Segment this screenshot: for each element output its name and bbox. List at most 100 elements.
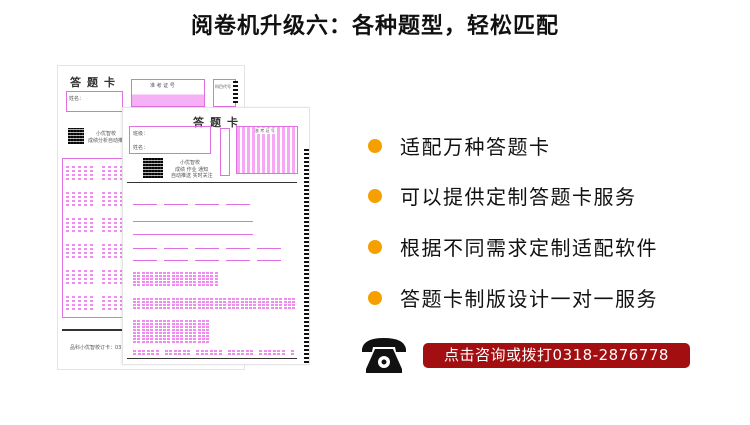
- answer-bubble: [171, 278, 175, 280]
- answer-bubble: [141, 275, 145, 277]
- answer-bubble: [78, 196, 81, 198]
- answer-bubble: [219, 307, 222, 309]
- answer-bubble: [244, 301, 248, 303]
- answer-bubble: [236, 350, 240, 352]
- answer-bubble: [197, 326, 201, 328]
- answer-bubble: [171, 335, 175, 337]
- answer-bubble: [102, 300, 105, 302]
- answer-bubble: [158, 281, 162, 283]
- answer-bubble: [102, 274, 105, 276]
- answer-bubble: [150, 338, 154, 340]
- answer-bubble: [154, 341, 158, 343]
- answer-bubble: [66, 218, 69, 220]
- answer-bubble: [72, 256, 75, 258]
- answer-bubble: [108, 304, 111, 306]
- answer-bubble: [146, 353, 150, 355]
- answer-bubble: [250, 353, 253, 355]
- answer-bubble: [184, 304, 188, 306]
- answer-bubble: [193, 284, 197, 286]
- answer-bubble: [102, 218, 105, 220]
- answer-bubble: [102, 166, 105, 168]
- answer-bubble: [120, 230, 123, 232]
- answer-bubble: [145, 281, 149, 283]
- answer-bubble: [66, 300, 69, 302]
- answer-bubble: [227, 301, 231, 303]
- answer-bubble: [176, 301, 179, 303]
- answer-bubble: [84, 174, 87, 176]
- answer-bubble: [84, 256, 87, 258]
- answer-bubble: [137, 341, 141, 343]
- answer-bubble: [133, 350, 136, 352]
- answer-bubble: [206, 323, 210, 325]
- answer-bubble: [171, 307, 175, 309]
- answer-bubble: [201, 335, 205, 337]
- answer-bubble: [266, 298, 270, 300]
- answer-bubble: [90, 218, 93, 220]
- answer-bubble: [120, 278, 123, 280]
- answer-bubble: [66, 256, 69, 258]
- answer-bubble: [180, 320, 184, 322]
- sheet-title: 答题卡: [193, 116, 244, 129]
- answer-bubble: [163, 278, 167, 280]
- answer-bubble: [171, 326, 175, 328]
- answer-bubble: [90, 252, 93, 254]
- answer-bubble: [188, 329, 192, 331]
- answer-bubble: [141, 284, 145, 286]
- answer-bubble: [283, 307, 287, 309]
- answer-bubble: [137, 272, 141, 274]
- answer-bubble: [154, 323, 158, 325]
- answer-bubble: [150, 275, 154, 277]
- answer-bubble: [137, 307, 141, 309]
- answer-bubble: [154, 304, 158, 306]
- answer-bubble: [249, 298, 253, 300]
- answer-bubble: [206, 338, 210, 340]
- answer-bubble: [184, 341, 188, 343]
- answer-bubble: [236, 304, 240, 306]
- answer-bubble: [114, 192, 117, 194]
- answer-bubble: [78, 222, 81, 224]
- answer-bubble: [176, 275, 179, 277]
- answer-bubble: [66, 200, 69, 202]
- answer-bubble: [154, 307, 158, 309]
- answer-bubble: [187, 350, 190, 352]
- answer-bubble: [182, 350, 186, 352]
- answer-bubble: [78, 178, 81, 180]
- answer-bubble: [108, 226, 111, 228]
- answer-bubble: [274, 304, 278, 306]
- answer-bubble: [108, 248, 111, 250]
- answer-bubble: [196, 353, 199, 355]
- answer-bubble: [154, 301, 158, 303]
- answer-bubble: [72, 178, 75, 180]
- answer-bubble: [193, 329, 197, 331]
- answer-bubble: [180, 338, 184, 340]
- answer-bubble: [272, 350, 276, 352]
- answer-bubble: [158, 320, 162, 322]
- answer-bubble: [145, 307, 149, 309]
- answer-bubble: [188, 298, 192, 300]
- answer-bubble: [188, 284, 192, 286]
- answer-bubble: [206, 298, 210, 300]
- answer-bubble: [102, 308, 105, 310]
- answer-bubble: [272, 353, 276, 355]
- answer-bubble: [114, 204, 117, 206]
- answer-bubble: [281, 353, 285, 355]
- answer-bubble: [78, 270, 81, 272]
- answer-bubble: [78, 300, 81, 302]
- timing-marks: [304, 148, 309, 363]
- contact-button[interactable]: 点击咨询或拨打0318-2876778: [423, 343, 690, 368]
- answer-bubble: [120, 196, 123, 198]
- answer-bubble: [66, 274, 69, 276]
- answer-bubble: [114, 166, 117, 168]
- answer-bubble: [171, 341, 175, 343]
- answer-bubble: [201, 284, 205, 286]
- answer-bubble: [66, 174, 69, 176]
- answer-bubble: [102, 252, 105, 254]
- answer-bubble: [154, 284, 158, 286]
- answer-bubble: [240, 304, 244, 306]
- answer-bubble: [274, 298, 278, 300]
- answer-bubble: [214, 272, 218, 274]
- answer-bubble: [188, 326, 192, 328]
- answer-bubble: [90, 304, 93, 306]
- divider: [127, 182, 297, 183]
- answer-bubble: [141, 298, 145, 300]
